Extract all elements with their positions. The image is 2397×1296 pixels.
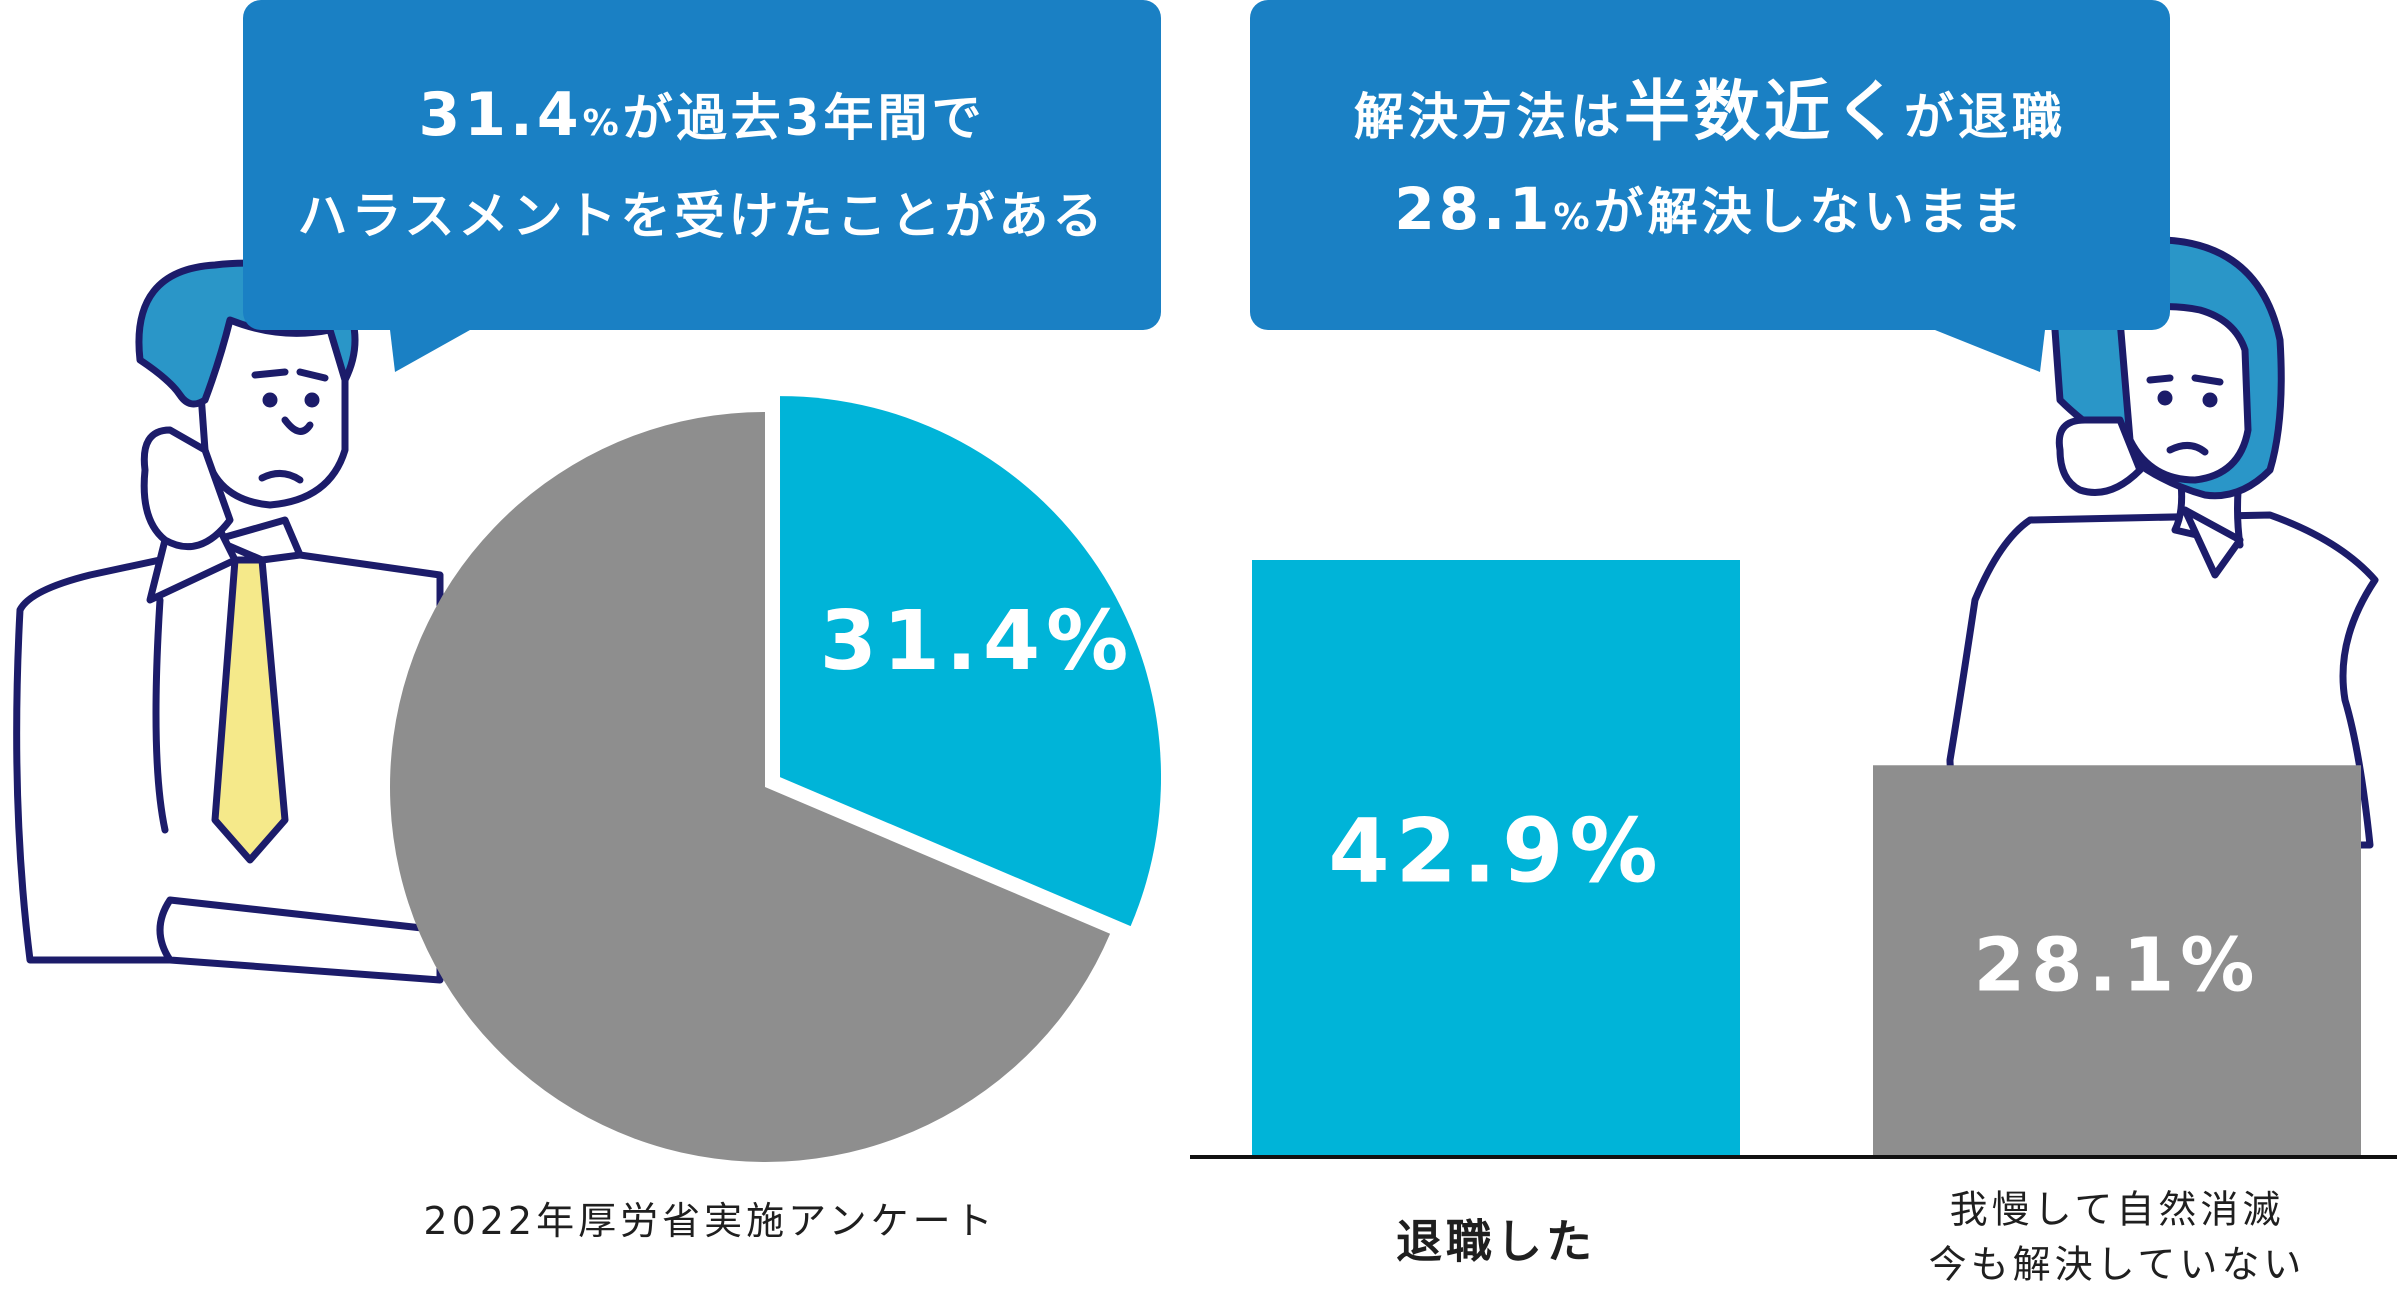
right-bubble-emphasis: 半数近く — [1624, 73, 1904, 150]
pie-slice-highlight — [780, 396, 1162, 927]
bar-category-label-2: 今も解決していない — [1929, 1243, 2306, 1287]
right-bubble-line-2-rest: が解決しないまま — [1593, 183, 2026, 241]
bar-value-label-1: 42.9% — [1328, 799, 1663, 902]
bar-category-label-1: 退職した — [1396, 1215, 1596, 1269]
left-speech-bubble: 31.4%が過去3年間で ハラスメントを受けたことがある — [243, 0, 1161, 330]
bar-category-label-2: 我慢して自然消滅 — [1950, 1188, 2285, 1232]
left-bubble-tail — [390, 330, 470, 372]
bar-value-label-2: 28.1% — [1974, 923, 2261, 1009]
left-bubble-line-1: 31.4%が過去3年間で — [419, 69, 986, 170]
left-bubble-percent-number: 31.4 — [418, 79, 583, 150]
left-bubble-line-2: ハラスメントを受けたことがある — [297, 186, 1107, 245]
right-bubble-line-2: 28.1%が解決しないまま — [1394, 163, 2025, 264]
bar-1 — [1252, 560, 1740, 1155]
pie-slice-remainder — [389, 412, 1111, 1162]
harassment-pie-chart: 31.4% — [389, 396, 1162, 1162]
right-bubble-percent-number: 28.1 — [1394, 175, 1554, 243]
right-bubble-tail — [1935, 330, 2045, 372]
right-bubble-percent-sign: % — [1553, 197, 1594, 238]
left-bubble-line-1-rest: が過去3年間で — [622, 88, 986, 147]
right-bubble-line-1: 解決方法は半数近くが退職 — [1354, 66, 2066, 163]
left-bubble-percent-sign: % — [582, 102, 623, 144]
worried-man-illustration — [13, 259, 444, 984]
pie-caption: 2022年厚労省実施アンケート — [423, 1199, 997, 1243]
pie-slice-label: 31.4% — [820, 594, 1134, 689]
right-speech-bubble: 解決方法は半数近くが退職 28.1%が解決しないまま — [1250, 0, 2170, 330]
right-bubble-line-1-end: が退職 — [1904, 88, 2066, 146]
right-bubble-line-1-start: 解決方法は — [1354, 88, 1624, 146]
bar-2 — [1873, 765, 2361, 1155]
